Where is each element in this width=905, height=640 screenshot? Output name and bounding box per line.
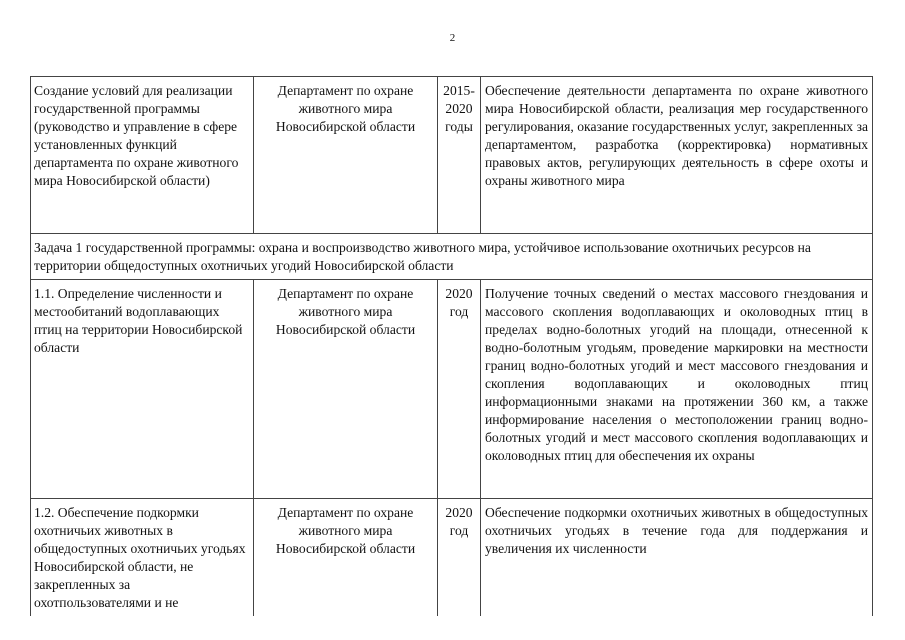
period: 2015-2020 годы [437,76,481,234]
task-row: Задача 1 государственной программы: охра… [30,233,873,280]
executor: Департамент по охране животного мира Нов… [253,279,438,499]
table-row: 1.2. Обеспечение подкормки охотничьих жи… [30,498,873,616]
measure-name: 1.2. Обеспечение подкормки охотничьих жи… [30,498,254,616]
expected-result: Обеспечение деятельности департамента по… [480,76,873,234]
period: 2020 год [437,279,481,499]
expected-result: Обеспечение подкормки охотничьих животны… [480,498,873,616]
measure-name: 1.1. Определение численности и местообит… [30,279,254,499]
task-heading: Задача 1 государственной программы: охра… [30,233,873,280]
table-row: 1.1. Определение численности и местообит… [30,279,873,499]
expected-result: Получение точных сведений о местах массо… [480,279,873,499]
executor: Департамент по охране животного мира Нов… [253,76,438,234]
program-table: Создание условий для реализации государс… [30,76,873,616]
executor: Департамент по охране животного мира Нов… [253,498,438,616]
page-number: 2 [449,32,456,44]
table-row: Создание условий для реализации государс… [30,76,873,234]
period: 2020 год [437,498,481,616]
measure-name: Создание условий для реализации государс… [30,76,254,234]
